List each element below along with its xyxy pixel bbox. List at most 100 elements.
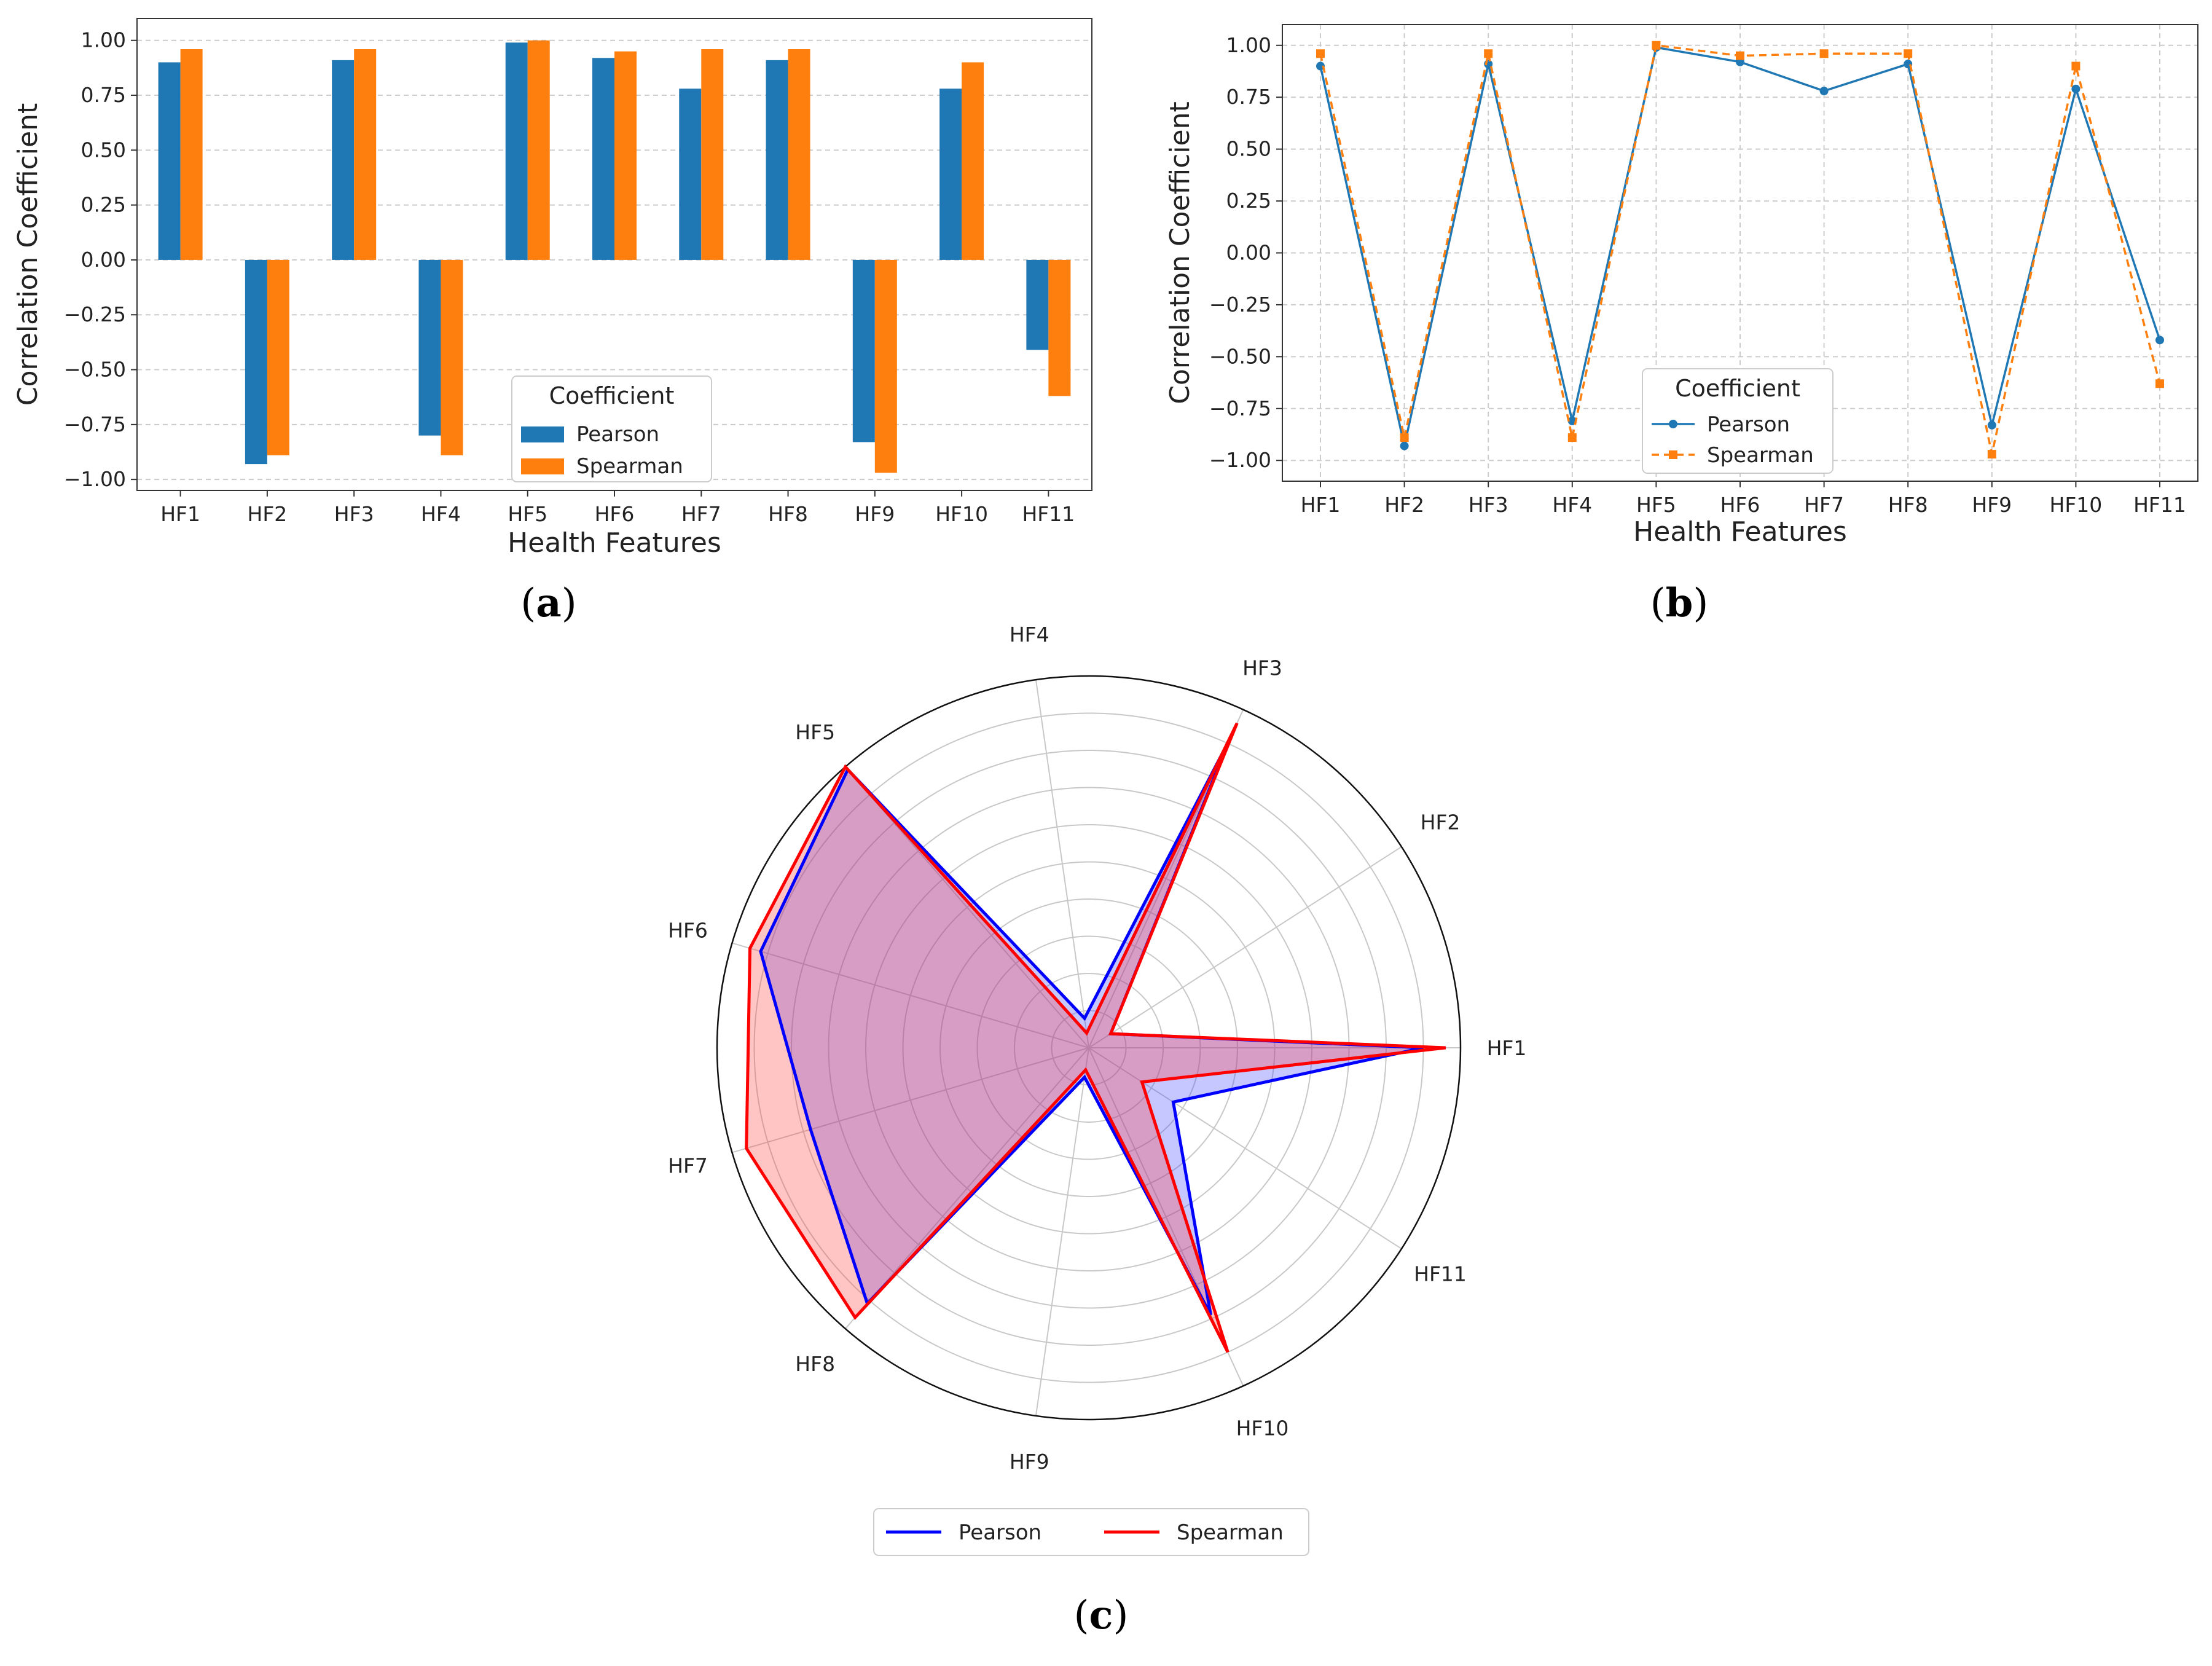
point-spearman — [2155, 379, 2164, 388]
radar-outer-ring — [716, 675, 1462, 1421]
panel-label-b: (b) — [1650, 580, 1709, 626]
radar-axis-label: HF4 — [1010, 623, 1049, 646]
y-axis-label: Correlation Coefficient — [12, 103, 44, 406]
legend-label-pearson: Pearson — [576, 422, 659, 447]
legend-marker-spearman — [1669, 450, 1677, 459]
radar-spoke — [732, 942, 1089, 1048]
x-tick-label: HF7 — [1804, 493, 1844, 517]
bar-pearson — [939, 88, 962, 260]
x-axis-label: Health Features — [508, 527, 721, 559]
x-tick-label: HF8 — [1888, 493, 1928, 517]
y-tick-label: 1.00 — [81, 28, 126, 52]
x-tick-label: HF5 — [508, 502, 547, 526]
legend: Coefficient Pearson Spearman — [511, 375, 712, 482]
bar-pearson — [766, 60, 788, 260]
bar-spearman — [1048, 259, 1071, 396]
point-pearson — [2071, 84, 2081, 93]
y-tick-label: −0.25 — [1209, 293, 1271, 316]
bar-pearson — [245, 259, 267, 465]
point-pearson — [1819, 87, 1829, 96]
legend-marker-pearson — [1669, 420, 1677, 428]
radar-axis-label: HF9 — [1010, 1450, 1049, 1474]
y-tick-label: 0.50 — [81, 138, 126, 162]
legend: Pearson Spearman — [873, 1508, 1309, 1556]
point-spearman — [1316, 49, 1325, 58]
bar-spearman — [441, 259, 463, 455]
radar-axis-label: HF8 — [795, 1352, 835, 1376]
legend-label-pearson: Pearson — [1707, 412, 1790, 437]
x-tick-label: HF9 — [1972, 493, 2012, 517]
legend-box — [873, 1508, 1309, 1556]
radar-axis-label: HF11 — [1414, 1262, 1467, 1286]
y-tick-label: 0.00 — [1226, 241, 1271, 265]
bar-spearman — [354, 49, 377, 260]
bar-spearman — [874, 259, 897, 473]
y-tick-label: 0.25 — [1226, 189, 1271, 213]
radar-spoke — [732, 1047, 1089, 1153]
radar-spoke — [1035, 1047, 1089, 1416]
radar-area-pearson — [760, 740, 1424, 1315]
bar-spearman — [267, 259, 289, 455]
x-tick-label: HF1 — [160, 502, 200, 526]
radar-axis-label: HF5 — [795, 720, 835, 744]
x-tick-label: HF7 — [681, 502, 721, 526]
line-chart-panel-b: −1.00 −0.75 −0.50 −0.25 0.00 0.25 0.50 0.75 1.00… — [1164, 24, 2198, 548]
radar-spoke — [1035, 680, 1089, 1048]
x-tick-label: HF9 — [855, 502, 895, 526]
y-tick-label: −0.75 — [64, 412, 126, 436]
radar-chart-panel-c: HF1 HF2 HF3 HF4 HF5 HF6 HF7 HF8 HF9 HF10 HF11 Pears… — [668, 623, 1526, 1556]
x-tick-label: HF2 — [1384, 493, 1424, 517]
y-tick-label: −0.50 — [64, 358, 126, 382]
radar-axis-label: HF2 — [1421, 810, 1461, 834]
radar-axis-label: HF7 — [668, 1154, 708, 1178]
bar-chart-panel-a: −1.00 −0.75 −0.50 −0.25 0.00 0.25 0.50 0.75 1.00… — [12, 18, 1092, 559]
x-tick-label: HF2 — [248, 502, 288, 526]
legend: Coefficient Pearson Spearman — [1642, 368, 1834, 474]
y-tick-label: −1.00 — [1209, 448, 1271, 472]
x-tick-label: HF11 — [1022, 502, 1075, 526]
x-tick-label: HF1 — [1301, 493, 1341, 517]
x-tick-label: HF5 — [1636, 493, 1676, 517]
point-pearson — [2155, 336, 2164, 345]
bar-pearson — [158, 62, 181, 260]
point-pearson — [1987, 420, 1996, 430]
legend-box — [511, 375, 712, 482]
x-tick-label: HF10 — [2050, 493, 2103, 517]
x-tick-label: HF6 — [1720, 493, 1760, 517]
y-tick-label: −0.50 — [1209, 344, 1271, 368]
bar-spearman — [701, 49, 724, 260]
radar-axis-label: HF3 — [1242, 656, 1282, 680]
radar-axis-label: HF10 — [1236, 1416, 1289, 1440]
bar-pearson — [852, 259, 875, 442]
point-spearman — [1484, 49, 1493, 58]
bar-pearson — [505, 42, 528, 260]
y-tick-label: 0.00 — [81, 248, 126, 272]
plot-frame — [1282, 24, 2198, 482]
radar-spoke — [1088, 846, 1402, 1048]
legend-swatch-pearson — [521, 426, 564, 442]
x-tick-label: HF3 — [1469, 493, 1508, 517]
plot-frame — [136, 18, 1092, 491]
bar-pearson — [592, 58, 614, 260]
bar-spearman — [614, 51, 637, 260]
x-tick-label: HF8 — [768, 502, 808, 526]
legend-title: Coefficient — [549, 382, 675, 409]
legend-label-pearson: Pearson — [959, 1520, 1041, 1545]
y-tick-label: 0.75 — [1226, 85, 1271, 109]
bar-spearman — [180, 49, 203, 260]
point-spearman — [1904, 49, 1913, 58]
x-tick-label: HF10 — [935, 502, 988, 526]
point-spearman — [1652, 41, 1661, 50]
bar-pearson — [332, 60, 355, 260]
x-tick-label: HF11 — [2133, 493, 2186, 517]
x-tick-label: HF6 — [595, 502, 635, 526]
y-tick-label: 0.25 — [81, 193, 126, 217]
x-tick-label: HF4 — [421, 502, 461, 526]
legend-title: Coefficient — [1675, 375, 1800, 402]
legend-label-spearman: Spearman — [1707, 443, 1814, 468]
legend-swatch-spearman — [521, 458, 564, 474]
y-tick-label: 0.75 — [81, 83, 126, 107]
bar-spearman — [962, 62, 984, 260]
y-tick-label: 0.50 — [1226, 137, 1271, 161]
